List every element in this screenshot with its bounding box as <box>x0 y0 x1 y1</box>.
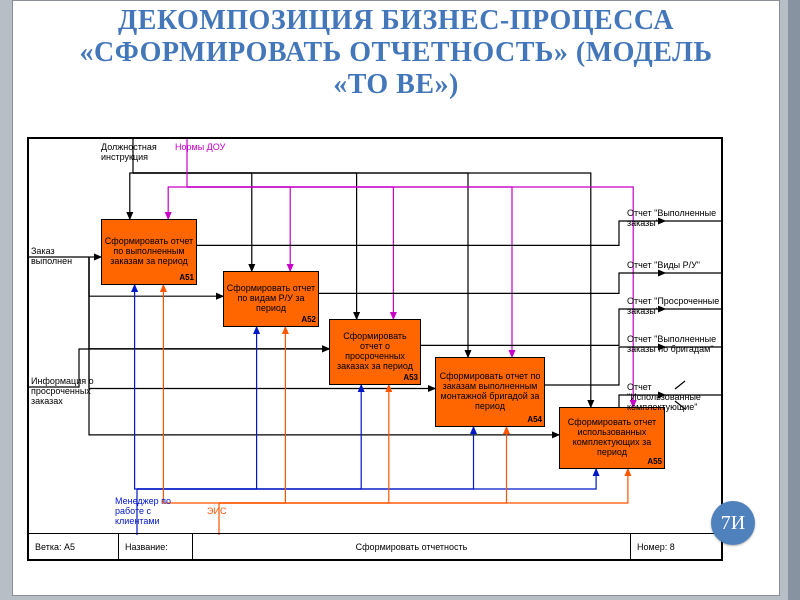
diagram-label: Менеджер по работе с клиентами <box>115 497 189 527</box>
footer-name-value: Сформировать отчетность <box>356 542 468 552</box>
node-code: A55 <box>647 458 662 467</box>
diagram-label: Должностная инструкция <box>101 143 171 163</box>
process-node-A51: Сформировать отчет по выполненным заказа… <box>101 219 197 285</box>
node-code: A52 <box>301 316 316 325</box>
node-code: A51 <box>179 274 194 283</box>
diagram-label: Отчет "Использованные комплектующие" <box>627 383 723 413</box>
footer-number-label: Номер: <box>637 542 667 552</box>
footer-branch-label: Ветка: <box>35 542 61 552</box>
diagram-label: ЭИС <box>207 507 247 517</box>
side-decoration <box>788 0 800 600</box>
footer-branch-value: А5 <box>64 542 75 552</box>
footer-number-value: 8 <box>670 542 675 552</box>
diagram-label: Отчет "Выполненные заказы по бригадам" <box>627 335 723 355</box>
process-node-A54: Сформировать отчет по заказам выполненны… <box>435 357 545 427</box>
diagram-label: Заказ выполнен <box>31 247 97 267</box>
diagram-label: Отчет "Выполненные заказы" <box>627 209 723 229</box>
diagram-label: Отчет "Просроченные заказы" <box>627 297 723 317</box>
process-node-A53: Сформировать отчет о просроченных заказа… <box>329 319 421 385</box>
diagram-label: Нормы ДОУ <box>175 143 235 153</box>
footer-name-label: Название: <box>125 542 168 552</box>
slide: ДЕКОМПОЗИЦИЯ БИЗНЕС-ПРОЦЕССА «СФОРМИРОВА… <box>12 0 780 596</box>
diagram-label: Информация о просроченных заказах <box>31 377 97 407</box>
node-code: A54 <box>527 416 542 425</box>
slide-number-badge: 7И <box>711 501 755 545</box>
node-code: A53 <box>403 374 418 383</box>
diagram-footer: Ветка: А5 Название: Сформировать отчетно… <box>29 533 721 559</box>
idef0-diagram: Сформировать отчет по выполненным заказа… <box>27 137 723 561</box>
process-node-A55: Сформировать отчет использованных компле… <box>559 407 665 469</box>
page-title: ДЕКОМПОЗИЦИЯ БИЗНЕС-ПРОЦЕССА «СФОРМИРОВА… <box>13 1 779 102</box>
process-node-A52: Сформировать отчет по видам Р/У за перио… <box>223 271 319 327</box>
diagram-label: Отчет "Виды Р/У" <box>627 261 723 271</box>
